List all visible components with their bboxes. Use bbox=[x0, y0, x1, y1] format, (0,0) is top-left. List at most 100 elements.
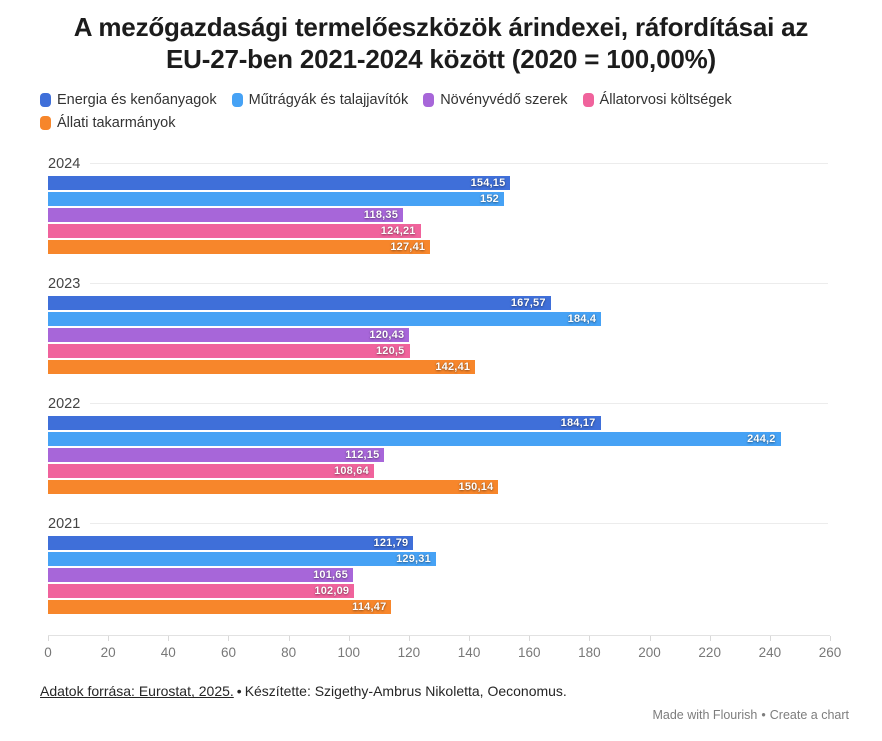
bar-value-label: 184,4 bbox=[567, 313, 597, 326]
legend-label: Állati takarmányok bbox=[57, 115, 176, 132]
x-axis-tick-label: 160 bbox=[517, 645, 541, 661]
bar-novenyvedo-szerek-2022[interactable]: 112,15 bbox=[48, 448, 385, 463]
x-axis-tick bbox=[288, 636, 290, 642]
bar-value-label: 101,65 bbox=[313, 569, 348, 582]
bar-group-2022: 2022 184,17 244,2 112,15 108,64 150,14 bbox=[48, 395, 828, 495]
bar-allati-takarmanyok-2023[interactable]: 142,41 bbox=[48, 360, 476, 375]
group-label-2022: 2022 bbox=[48, 395, 81, 412]
legend-swatch-energia-es-kenoanyagok bbox=[40, 93, 51, 108]
x-axis-tick bbox=[769, 636, 771, 642]
bar-group-2024: 2024 154,15 152 118,35 124,21 127,41 bbox=[48, 155, 828, 255]
x-axis-tick bbox=[168, 636, 170, 642]
legend-label: Műtrágyák és talajjavítók bbox=[248, 92, 409, 109]
bar-novenyvedo-szerek-2023[interactable]: 120,43 bbox=[48, 328, 410, 343]
legend-swatch-allati-takarmanyok bbox=[40, 116, 51, 131]
bar-energia-es-kenoanyagok-2024[interactable]: 154,15 bbox=[48, 176, 511, 191]
x-axis-tick bbox=[469, 636, 471, 642]
x-axis-tick-label: 20 bbox=[100, 645, 116, 661]
bar-value-label: 127,41 bbox=[390, 241, 426, 254]
group-separator-line bbox=[90, 403, 828, 405]
bar-value-label: 150,14 bbox=[458, 481, 494, 494]
bar-energia-es-kenoanyagok-2021[interactable]: 121,79 bbox=[48, 536, 414, 551]
footer-separator: • bbox=[236, 683, 242, 700]
bar-value-label: 114,47 bbox=[352, 601, 387, 614]
x-axis-tick-label: 120 bbox=[397, 645, 421, 661]
bar-novenyvedo-szerek-2021[interactable]: 101,65 bbox=[48, 568, 353, 583]
bar-mutragyak-es-talajjavitok-2023[interactable]: 184,4 bbox=[48, 312, 602, 327]
bar-mutragyak-es-talajjavitok-2022[interactable]: 244,2 bbox=[48, 432, 781, 447]
bar-value-label: 167,57 bbox=[510, 297, 546, 310]
bar-allati-takarmanyok-2024[interactable]: 127,41 bbox=[48, 240, 431, 255]
bar-value-label: 142,41 bbox=[435, 361, 471, 374]
legend-item-energia-es-kenoanyagok[interactable]: Energia és kenőanyagok bbox=[40, 90, 217, 110]
bar-value-label: 244,2 bbox=[747, 433, 776, 446]
bar-value-label: 121,79 bbox=[373, 537, 409, 550]
x-axis-tick-label: 140 bbox=[457, 645, 481, 661]
group-separator-line bbox=[90, 283, 828, 285]
bar-energia-es-kenoanyagok-2022[interactable]: 184,17 bbox=[48, 416, 601, 431]
x-axis-tick bbox=[589, 636, 591, 642]
chart-title: A mezőgazdasági termelőeszközök árindexe… bbox=[73, 12, 809, 74]
x-axis-tick-label: 180 bbox=[578, 645, 601, 661]
bar-group-2021: 2021 121,79 129,31 101,65 102,09 114,47 bbox=[48, 515, 828, 615]
group-label-2023: 2023 bbox=[48, 275, 81, 292]
bar-value-label: 129,31 bbox=[396, 553, 431, 566]
x-axis: 0 20 40 60 80 100 120 140 160 180 200 220 240 260 bbox=[44, 635, 841, 669]
x-axis-tick bbox=[408, 636, 410, 642]
footer: Adatok forrása: Eurostat, 2025. • Készítet… bbox=[40, 683, 882, 699]
x-axis-tick-label: 0 bbox=[44, 645, 52, 661]
bar-value-label: 120,5 bbox=[375, 345, 405, 358]
bar-value-label: 184,17 bbox=[560, 417, 596, 430]
x-axis-tick bbox=[348, 636, 350, 642]
bar-value-label: 102,09 bbox=[314, 585, 350, 598]
x-axis-tick bbox=[529, 636, 531, 642]
bar-value-label: 152 bbox=[480, 193, 499, 206]
group-label-2021: 2021 bbox=[48, 515, 81, 532]
footer-credit: Készítette: Szigethy-Ambrus Nikoletta, O… bbox=[244, 683, 567, 700]
bar-group-2023: 2023 167,57 184,4 120,43 120,5 142,41 bbox=[48, 275, 828, 375]
group-header-2024: 2024 bbox=[48, 155, 828, 172]
legend-item-allati-takarmanyok[interactable]: Állati takarmányok bbox=[40, 113, 175, 133]
bar-energia-es-kenoanyagok-2023[interactable]: 167,57 bbox=[48, 296, 551, 311]
legend-item-novenyvedo-szerek[interactable]: Növényvédő szerek bbox=[423, 90, 568, 110]
bar-allatorvosi-koltsegek-2021[interactable]: 102,09 bbox=[48, 584, 355, 599]
x-axis-tick bbox=[830, 636, 831, 642]
bar-allatorvosi-koltsegek-2022[interactable]: 108,64 bbox=[48, 464, 374, 479]
create-a-chart-link[interactable]: Create a chart bbox=[769, 708, 849, 722]
bar-mutragyak-es-talajjavitok-2024[interactable]: 152 bbox=[48, 192, 504, 207]
bar-novenyvedo-szerek-2024[interactable]: 118,35 bbox=[48, 208, 404, 223]
legend-swatch-allatorvosi-koltsegek bbox=[582, 93, 594, 108]
x-axis-tick bbox=[228, 636, 230, 642]
legend-item-allatorvosi-koltsegek[interactable]: Állatorvosi költségek bbox=[582, 90, 732, 110]
x-axis-tick-label: 100 bbox=[337, 645, 361, 661]
legend-item-mutragyak-es-talajjavitok[interactable]: Műtrágyák és talajjavítók bbox=[231, 90, 409, 110]
bar-value-label: 108,64 bbox=[334, 465, 369, 478]
bar-value-label: 118,35 bbox=[363, 209, 399, 222]
x-axis-tick bbox=[48, 636, 49, 642]
flourish-attribution: Made with Flourish • Create a chart bbox=[652, 708, 849, 722]
bar-allati-takarmanyok-2021[interactable]: 114,47 bbox=[48, 600, 392, 615]
legend: Energia és kenőanyagok Műtrágyák és talaj… bbox=[40, 90, 840, 133]
bar-value-label: 112,15 bbox=[345, 449, 380, 462]
x-axis-tick-label: 200 bbox=[638, 645, 661, 661]
made-with-flourish-link[interactable]: Made with Flourish bbox=[652, 708, 758, 722]
legend-label: Energia és kenőanyagok bbox=[57, 92, 217, 109]
bar-value-label: 154,15 bbox=[470, 177, 506, 190]
bar-allati-takarmanyok-2022[interactable]: 150,14 bbox=[48, 480, 499, 495]
x-axis-tick-label: 220 bbox=[698, 645, 721, 661]
bar-value-label: 124,21 bbox=[380, 225, 416, 238]
x-axis-tick-label: 40 bbox=[160, 645, 176, 661]
group-header-2022: 2022 bbox=[48, 395, 828, 412]
bar-allatorvosi-koltsegek-2024[interactable]: 124,21 bbox=[48, 224, 421, 239]
bar-value-label: 120,43 bbox=[369, 329, 405, 342]
legend-label: Állatorvosi költségek bbox=[599, 92, 732, 109]
bar-mutragyak-es-talajjavitok-2021[interactable]: 129,31 bbox=[48, 552, 436, 567]
group-header-2021: 2021 bbox=[48, 515, 828, 532]
x-axis-tick bbox=[649, 636, 651, 642]
x-axis-tick bbox=[709, 636, 711, 642]
attribution-separator: • bbox=[761, 708, 766, 722]
source-link[interactable]: Adatok forrása: Eurostat, 2025. bbox=[40, 683, 234, 700]
bar-allatorvosi-koltsegek-2023[interactable]: 120,5 bbox=[48, 344, 410, 359]
legend-swatch-novenyvedo-szerek bbox=[423, 93, 435, 108]
